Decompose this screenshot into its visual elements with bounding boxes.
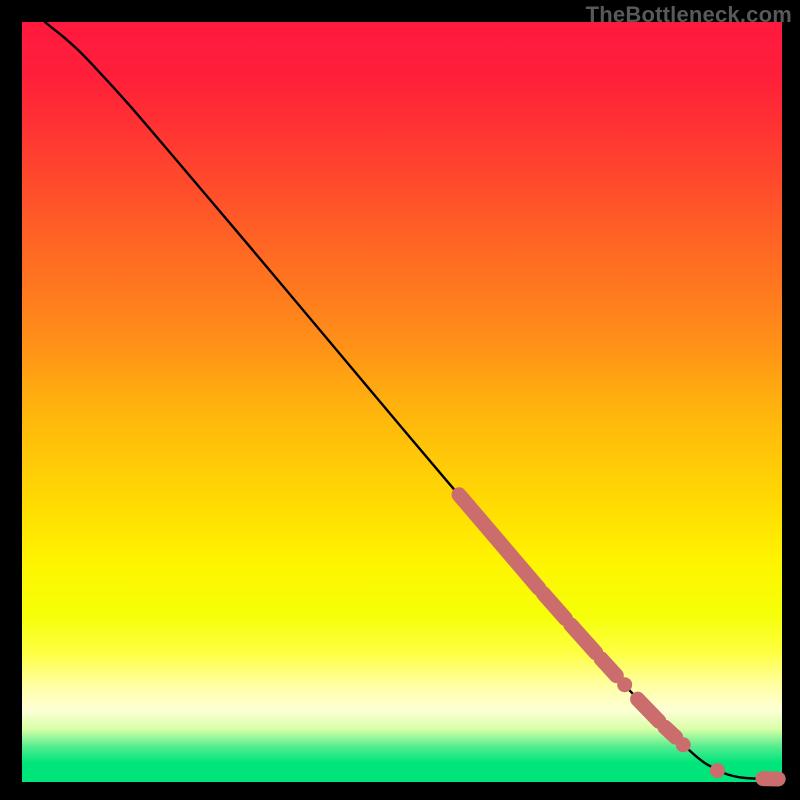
data-marker bbox=[665, 727, 676, 737]
chart-background bbox=[22, 22, 782, 782]
bottleneck-chart bbox=[0, 0, 800, 800]
stage: TheBottleneck.com bbox=[0, 0, 800, 800]
